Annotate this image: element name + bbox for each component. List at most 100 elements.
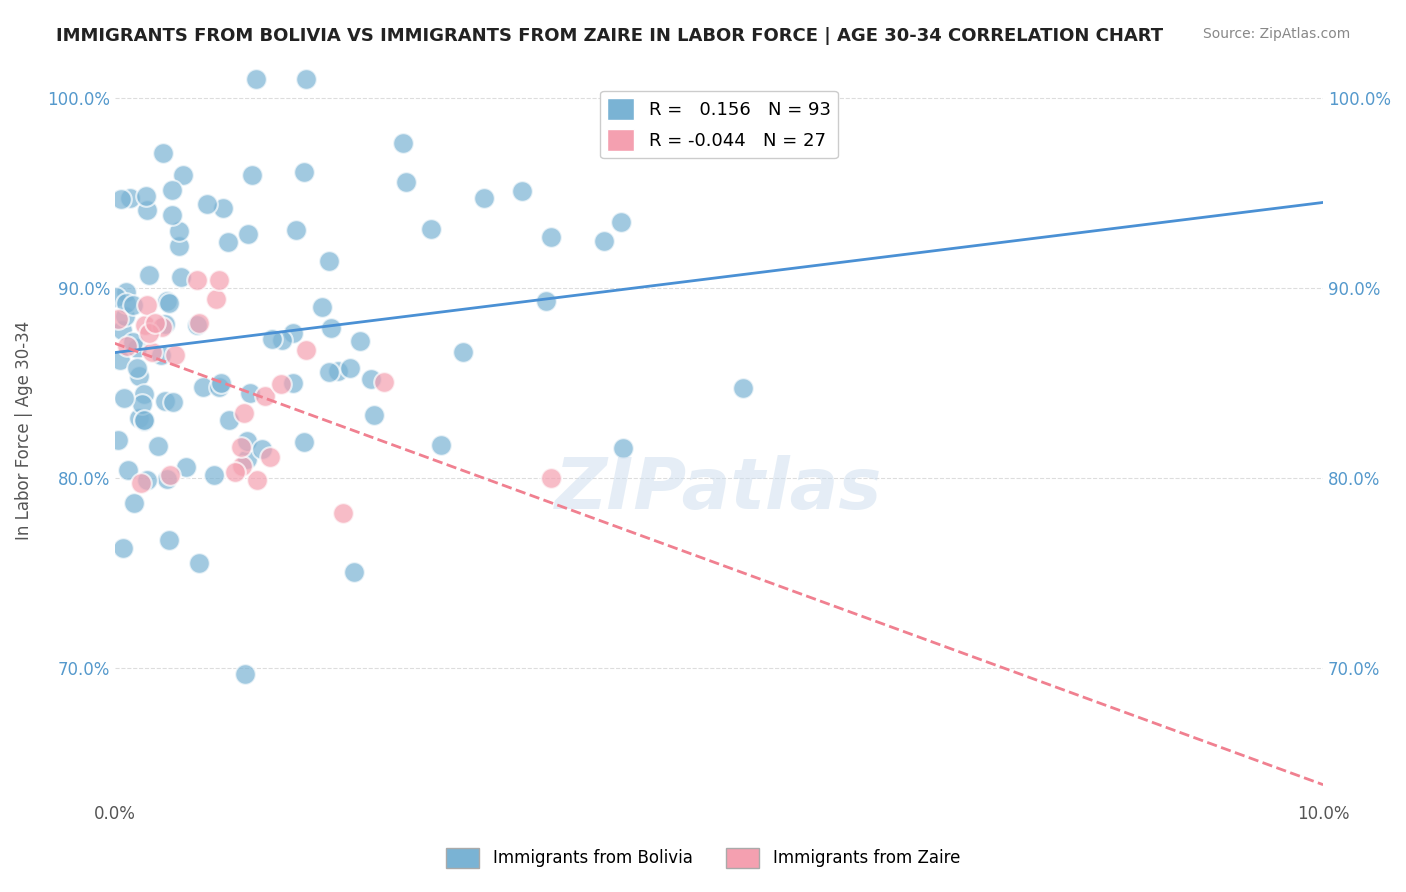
Point: [117, 463, 139, 477]
Point: [270, 377, 292, 392]
Point: [141, 344, 163, 359]
Point: [474, 191, 496, 205]
Point: [121, 298, 143, 312]
Point: [224, 465, 246, 479]
Point: [186, 273, 208, 287]
Point: [170, 269, 193, 284]
Point: [134, 413, 156, 427]
Point: [125, 341, 148, 355]
Point: [149, 348, 172, 362]
Point: [208, 273, 231, 287]
Point: [283, 326, 305, 340]
Point: [211, 201, 233, 215]
Point: [128, 411, 150, 425]
Point: [292, 435, 315, 450]
Point: [160, 183, 183, 197]
Point: [318, 365, 340, 379]
Point: [318, 254, 340, 268]
Text: ZIPatlas: ZIPatlas: [555, 455, 883, 524]
Point: [118, 190, 141, 204]
Point: [167, 224, 190, 238]
Y-axis label: In Labor Force | Age 30-34: In Labor Force | Age 30-34: [15, 320, 32, 540]
Point: [153, 318, 176, 332]
Point: [510, 184, 533, 198]
Point: [321, 321, 343, 335]
Point: [430, 438, 453, 452]
Point: [231, 440, 253, 454]
Point: [111, 323, 134, 337]
Point: [612, 441, 634, 455]
Point: [343, 565, 366, 579]
Point: [239, 386, 262, 401]
Point: [136, 202, 159, 217]
Point: [159, 467, 181, 482]
Point: [254, 389, 277, 403]
Point: [150, 319, 173, 334]
Point: [157, 533, 180, 548]
Point: [138, 268, 160, 282]
Point: [395, 175, 418, 189]
Point: [112, 541, 135, 555]
Point: [143, 316, 166, 330]
Point: [132, 387, 155, 401]
Point: [165, 348, 187, 362]
Point: [197, 196, 219, 211]
Point: [131, 397, 153, 411]
Point: [420, 222, 443, 236]
Point: [363, 408, 385, 422]
Point: [236, 227, 259, 241]
Point: [110, 192, 132, 206]
Point: [236, 434, 259, 449]
Point: [134, 318, 156, 332]
Point: [332, 506, 354, 520]
Point: [157, 296, 180, 310]
Point: [534, 293, 557, 308]
Point: [146, 439, 169, 453]
Point: [136, 298, 159, 312]
Point: [114, 309, 136, 323]
Point: [373, 376, 395, 390]
Point: [205, 292, 228, 306]
Point: [240, 168, 263, 182]
Point: [233, 666, 256, 681]
Point: [167, 239, 190, 253]
Point: [107, 312, 129, 326]
Point: [217, 235, 239, 249]
Legend: R =   0.156   N = 93, R = -0.044   N = 27: R = 0.156 N = 93, R = -0.044 N = 27: [600, 91, 838, 159]
Point: [262, 332, 284, 346]
Point: [202, 468, 225, 483]
Legend: Immigrants from Bolivia, Immigrants from Zaire: Immigrants from Bolivia, Immigrants from…: [440, 841, 967, 875]
Point: [610, 215, 633, 229]
Point: [236, 452, 259, 467]
Point: [540, 471, 562, 485]
Point: [209, 376, 232, 390]
Point: [108, 353, 131, 368]
Point: [172, 168, 194, 182]
Point: [156, 472, 179, 486]
Point: [135, 189, 157, 203]
Text: Source: ZipAtlas.com: Source: ZipAtlas.com: [1202, 27, 1350, 41]
Point: [339, 361, 361, 376]
Point: [295, 343, 318, 357]
Point: [128, 369, 150, 384]
Point: [246, 473, 269, 487]
Point: [233, 406, 256, 420]
Point: [250, 442, 273, 457]
Point: [152, 146, 174, 161]
Point: [188, 316, 211, 330]
Point: [540, 230, 562, 244]
Point: [451, 344, 474, 359]
Point: [360, 372, 382, 386]
Point: [125, 361, 148, 376]
Point: [115, 296, 138, 310]
Point: [122, 495, 145, 509]
Point: [112, 391, 135, 405]
Point: [208, 380, 231, 394]
Point: [294, 165, 316, 179]
Point: [284, 223, 307, 237]
Point: [160, 208, 183, 222]
Point: [733, 381, 755, 395]
Point: [294, 71, 316, 86]
Point: [218, 413, 240, 427]
Point: [245, 71, 267, 86]
